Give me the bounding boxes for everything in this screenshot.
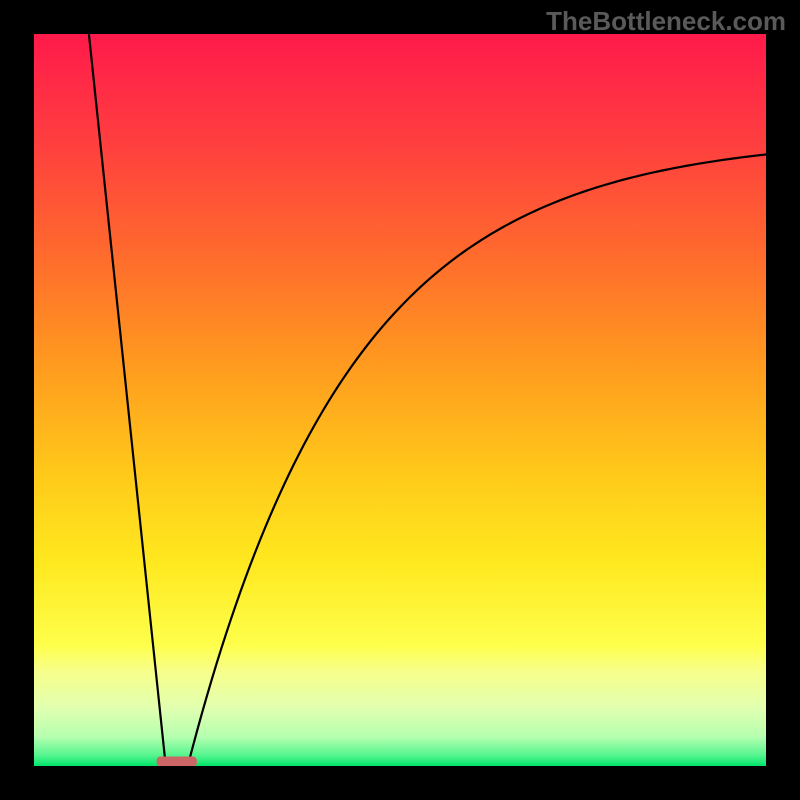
optimal-marker (157, 756, 197, 766)
watermark-text: TheBottleneck.com (546, 6, 786, 37)
bottleneck-chart (34, 34, 766, 766)
chart-frame: TheBottleneck.com (0, 0, 800, 800)
plot-background (34, 34, 766, 766)
